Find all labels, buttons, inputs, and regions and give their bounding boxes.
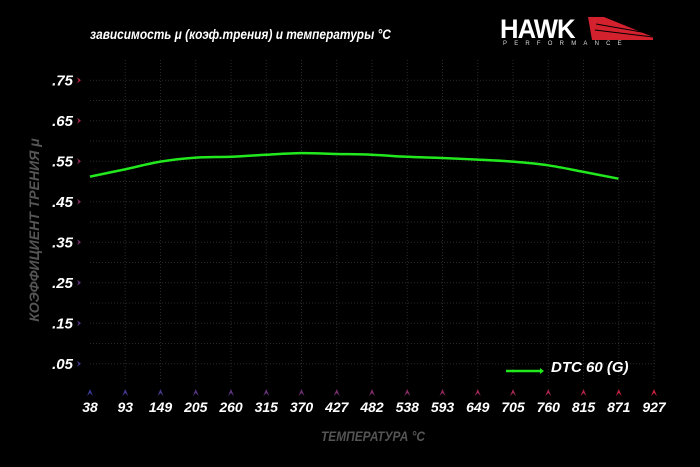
y-tick-marker — [77, 360, 81, 367]
x-tick-label: 927 — [642, 399, 667, 415]
x-tick-marker — [580, 389, 587, 396]
legend-label: DTC 60 (G) — [551, 359, 629, 376]
x-tick-marker — [192, 389, 199, 396]
chart-title: зависимость μ (коэф.трения) и температур… — [90, 26, 391, 42]
y-tick-marker — [77, 279, 81, 286]
y-tick-label: .65 — [52, 113, 74, 130]
x-tick-label: 260 — [218, 399, 243, 415]
y-tick-label: .05 — [52, 356, 74, 373]
x-tick-marker — [510, 389, 516, 396]
x-tick-marker — [263, 389, 270, 396]
legend-arrow-icon — [540, 368, 544, 374]
x-tick-label: 482 — [359, 399, 384, 415]
x-tick-label: 149 — [149, 399, 173, 415]
x-tick-label: 815 — [572, 399, 596, 415]
x-tick-label: 370 — [290, 399, 314, 415]
logo-brand: HAWK — [500, 14, 576, 44]
y-tick-label: .25 — [52, 275, 74, 292]
x-tick-marker — [333, 389, 340, 396]
logo-wing-icon — [588, 17, 654, 40]
x-tick-label: 427 — [324, 399, 350, 415]
y-tick-marker — [77, 320, 81, 327]
y-tick-label: .15 — [52, 315, 74, 332]
y-tick-marker — [77, 239, 81, 246]
x-tick-marker — [87, 389, 93, 396]
x-axis-title: ТЕМПЕРАТУРА °C — [321, 428, 425, 444]
y-axis-title: КОЭФФИЦИЕНТ ТРЕНИЯ μ — [26, 138, 42, 322]
x-tick-label: 205 — [183, 399, 208, 415]
x-tick-marker — [157, 389, 164, 396]
x-tick-marker — [122, 389, 129, 396]
y-tick-label: .55 — [52, 153, 74, 170]
y-tick-marker — [77, 117, 81, 124]
y-tick-marker — [77, 158, 81, 165]
hawk-logo: HAWK PERFORMANCE — [500, 14, 655, 50]
x-tick-label: 649 — [466, 399, 490, 415]
x-tick-label: 538 — [396, 399, 420, 415]
y-tick-label: .45 — [52, 194, 74, 211]
logo-sub: PERFORMANCE — [503, 41, 629, 47]
x-tick-marker — [298, 389, 305, 396]
x-tick-label: 315 — [255, 399, 279, 415]
x-tick-label: 871 — [607, 399, 631, 415]
x-tick-marker — [615, 389, 622, 396]
x-tick-marker — [228, 389, 234, 396]
x-tick-label: 593 — [431, 399, 455, 415]
series-line — [89, 151, 619, 180]
x-tick-label: 38 — [82, 399, 98, 415]
x-tick-marker — [439, 389, 446, 396]
y-tick-marker — [77, 198, 81, 205]
x-tick-marker — [651, 389, 657, 396]
x-tick-marker — [404, 389, 411, 396]
x-tick-marker — [474, 389, 481, 396]
x-tick-marker — [369, 389, 375, 396]
y-tick-marker — [77, 77, 81, 84]
x-tick-label: 705 — [501, 399, 525, 415]
y-tick-label: .75 — [52, 72, 74, 89]
x-tick-marker — [545, 389, 552, 396]
y-tick-label: .35 — [52, 234, 74, 251]
x-tick-label: 93 — [117, 399, 133, 415]
x-tick-label: 760 — [537, 399, 561, 415]
